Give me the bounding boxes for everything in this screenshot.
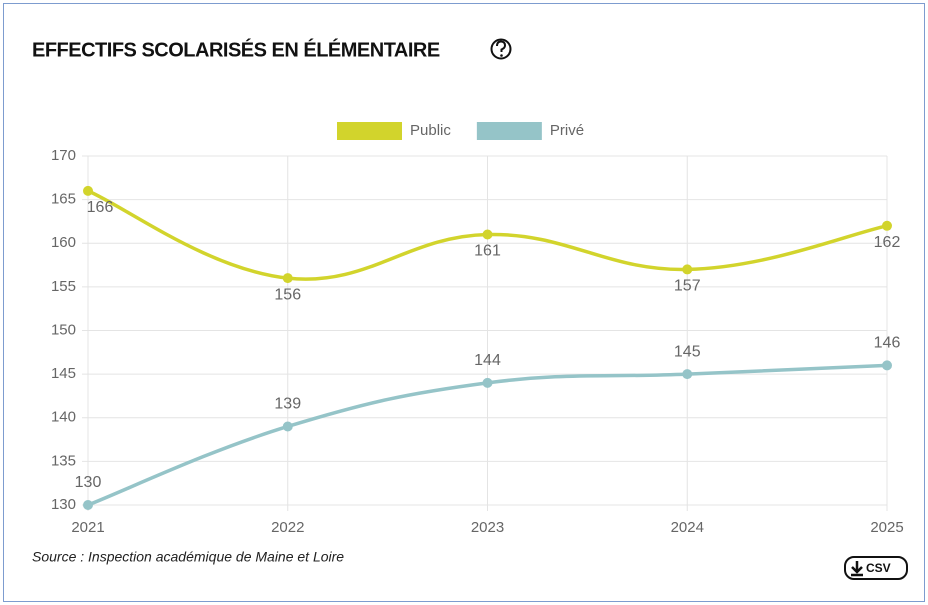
data-label: 162 <box>874 234 901 251</box>
legend-swatch <box>476 122 542 140</box>
legend-label: Public <box>410 122 451 139</box>
y-tick-label: 145 <box>51 365 76 382</box>
data-point <box>682 369 693 380</box>
x-tick-label: 2022 <box>271 519 304 536</box>
data-point <box>482 229 493 240</box>
y-tick-label: 155 <box>51 278 76 295</box>
x-tick-label: 2023 <box>471 519 504 536</box>
data-label: 166 <box>87 199 114 216</box>
data-point <box>482 377 493 388</box>
data-label: 145 <box>674 343 701 360</box>
data-label: 156 <box>274 286 301 303</box>
y-tick-label: 170 <box>51 147 76 164</box>
chart-title: EFFECTIFS SCOLARISÉS EN ÉLÉMENTAIRE <box>32 38 440 61</box>
csv-label[interactable]: CSV <box>866 561 891 575</box>
help-icon[interactable] <box>490 38 512 60</box>
source-note: Source : Inspection académique de Maine … <box>32 549 344 565</box>
legend-label: Privé <box>550 122 584 139</box>
data-label: 157 <box>674 278 701 295</box>
y-tick-label: 165 <box>51 191 76 208</box>
data-point <box>282 273 293 284</box>
y-tick-label: 150 <box>51 321 76 338</box>
data-label: 130 <box>75 474 102 491</box>
data-point <box>282 421 293 432</box>
legend-swatch <box>337 122 402 140</box>
data-label: 139 <box>274 396 301 413</box>
data-point <box>83 500 93 510</box>
y-tick-label: 140 <box>51 409 76 426</box>
data-point <box>83 185 93 196</box>
x-tick-label: 2021 <box>71 519 104 536</box>
y-tick-label: 130 <box>51 496 76 513</box>
data-label: 161 <box>474 243 501 260</box>
y-tick-label: 160 <box>51 234 76 251</box>
card-border <box>3 3 925 602</box>
data-label: 146 <box>874 335 901 352</box>
data-point <box>882 220 892 231</box>
csv-button[interactable]: CSV <box>844 556 908 580</box>
data-point <box>682 264 693 275</box>
x-tick-label: 2025 <box>870 519 903 536</box>
data-point <box>882 360 892 371</box>
y-tick-label: 135 <box>51 452 76 469</box>
x-tick-label: 2024 <box>671 519 704 536</box>
data-label: 144 <box>474 352 501 369</box>
